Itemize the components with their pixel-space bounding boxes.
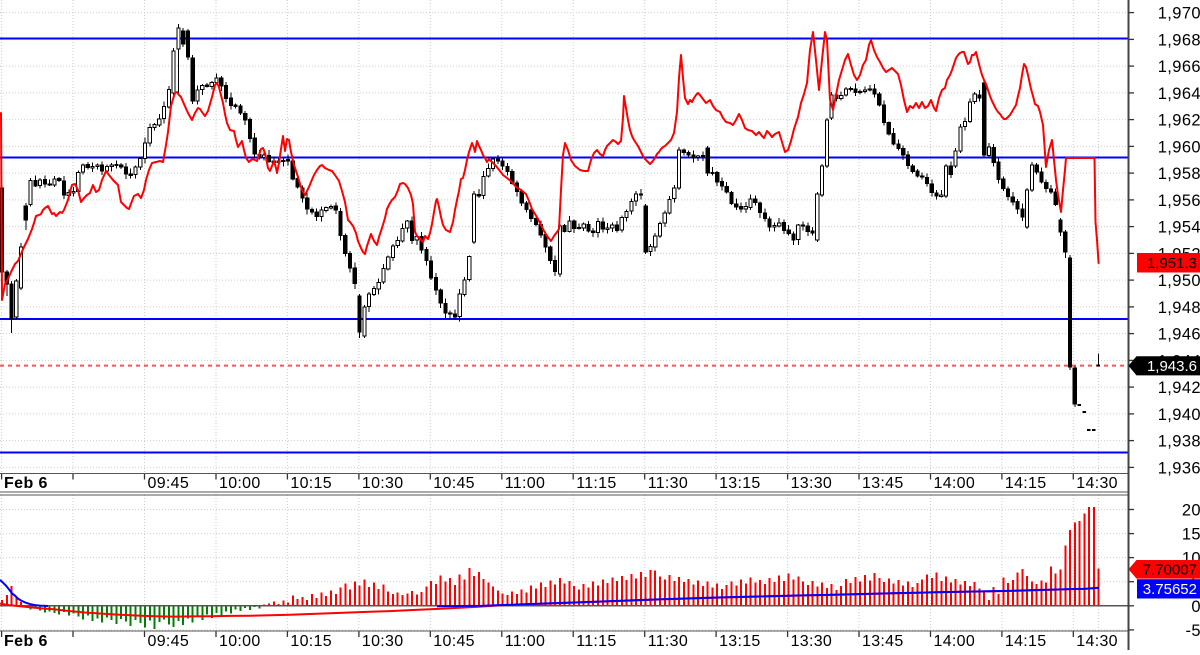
svg-text:1,942: 1,942: [1158, 379, 1200, 397]
svg-text:Feb 6: Feb 6: [4, 475, 48, 492]
svg-text:10:45: 10:45: [433, 475, 475, 492]
svg-text:1,950: 1,950: [1158, 272, 1200, 290]
svg-text:-5: -5: [1186, 622, 1200, 640]
svg-text:1,960: 1,960: [1158, 138, 1200, 156]
svg-text:15: 15: [1182, 526, 1200, 544]
svg-text:10:15: 10:15: [290, 633, 332, 650]
svg-text:14:15: 14:15: [1005, 475, 1047, 492]
svg-text:1,943.6: 1,943.6: [1147, 358, 1197, 375]
svg-text:10:15: 10:15: [290, 475, 332, 492]
svg-text:1,968: 1,968: [1158, 31, 1200, 49]
svg-text:13:45: 13:45: [862, 475, 904, 492]
svg-text:1,954: 1,954: [1158, 219, 1200, 237]
svg-text:11:15: 11:15: [576, 633, 616, 650]
svg-text:1,938: 1,938: [1158, 433, 1200, 451]
svg-text:10:30: 10:30: [362, 475, 404, 492]
svg-text:0: 0: [1191, 598, 1200, 616]
svg-text:1,964: 1,964: [1158, 85, 1200, 103]
svg-text:13:15: 13:15: [719, 475, 761, 492]
svg-text:11:00: 11:00: [505, 633, 545, 650]
svg-text:1,951.3: 1,951.3: [1147, 255, 1197, 272]
svg-text:11:30: 11:30: [648, 475, 688, 492]
svg-text:11:30: 11:30: [648, 633, 688, 650]
svg-text:1,946: 1,946: [1158, 326, 1200, 344]
svg-text:10:30: 10:30: [362, 633, 404, 650]
svg-text:1,962: 1,962: [1158, 112, 1200, 130]
svg-text:3.75652: 3.75652: [1143, 581, 1197, 598]
svg-text:7.70007: 7.70007: [1143, 562, 1197, 579]
svg-text:09:45: 09:45: [148, 633, 190, 650]
svg-text:14:30: 14:30: [1076, 633, 1118, 650]
svg-text:1,956: 1,956: [1158, 192, 1200, 210]
svg-text:13:15: 13:15: [719, 633, 761, 650]
svg-text:13:30: 13:30: [791, 475, 833, 492]
svg-text:1,940: 1,940: [1158, 406, 1200, 424]
svg-text:14:15: 14:15: [1005, 633, 1047, 650]
svg-text:14:30: 14:30: [1076, 475, 1118, 492]
svg-text:13:30: 13:30: [791, 633, 833, 650]
svg-text:1,958: 1,958: [1158, 165, 1200, 183]
svg-text:20: 20: [1182, 502, 1200, 520]
svg-text:10:00: 10:00: [219, 633, 261, 650]
svg-text:1,970: 1,970: [1158, 5, 1200, 23]
svg-text:10:00: 10:00: [219, 475, 261, 492]
svg-text:1,966: 1,966: [1158, 58, 1200, 76]
svg-text:11:00: 11:00: [505, 475, 545, 492]
svg-text:09:45: 09:45: [148, 475, 190, 492]
svg-text:13:45: 13:45: [862, 633, 904, 650]
svg-text:1,936: 1,936: [1158, 459, 1200, 477]
svg-text:14:00: 14:00: [934, 633, 976, 650]
svg-text:10:45: 10:45: [433, 633, 475, 650]
svg-text:Feb 6: Feb 6: [4, 633, 48, 650]
svg-text:14:00: 14:00: [934, 475, 976, 492]
svg-text:1,948: 1,948: [1158, 299, 1200, 317]
svg-text:11:15: 11:15: [576, 475, 616, 492]
